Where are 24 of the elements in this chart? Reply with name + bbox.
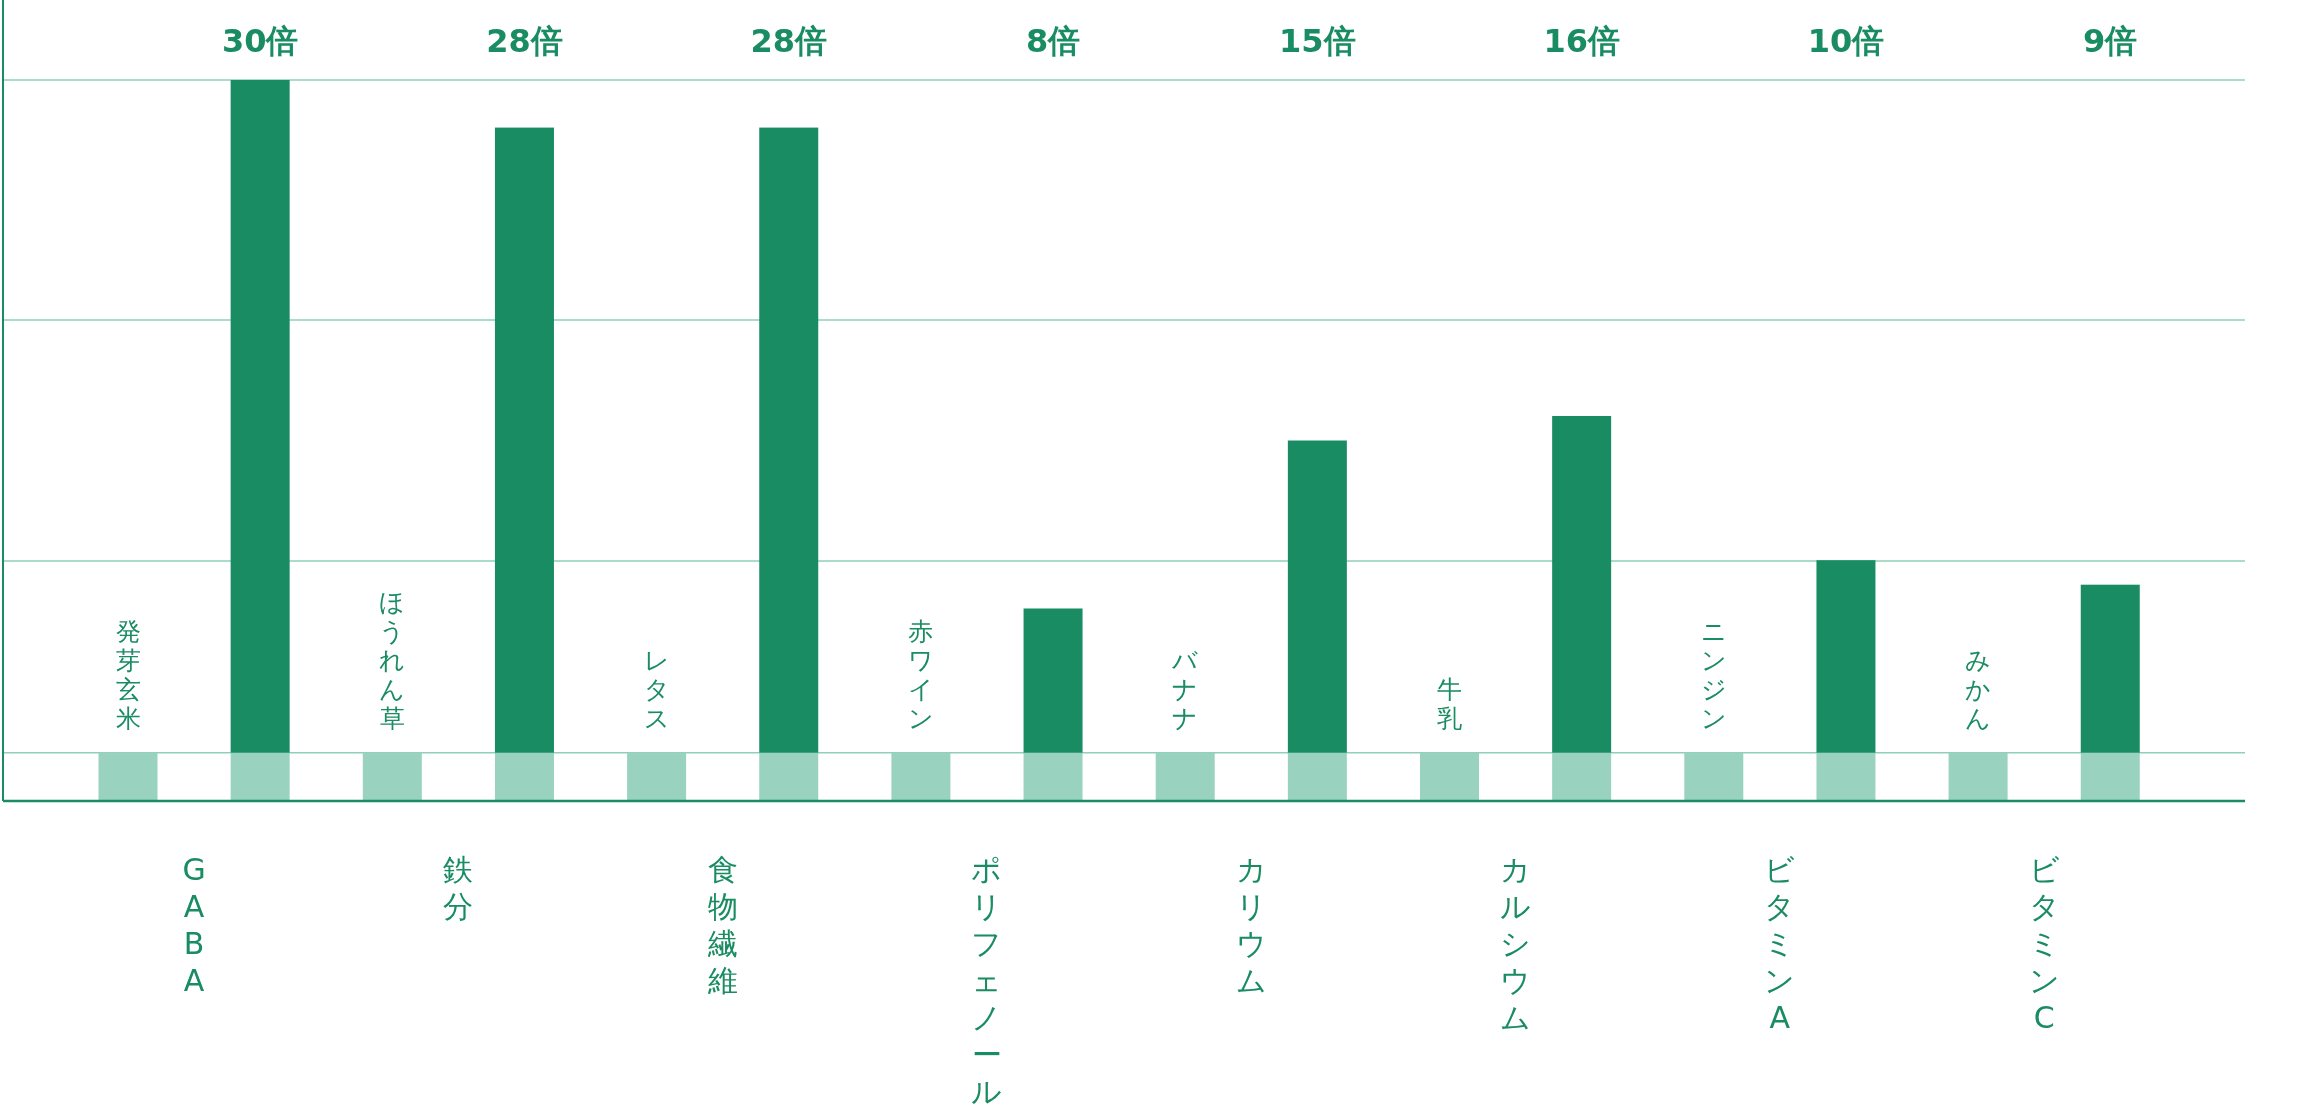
annotation: みかん: [1965, 645, 1992, 733]
x-tick-label: 鉄分: [443, 852, 474, 924]
annotation: レタス: [643, 645, 670, 733]
x-tick-label: ビタミンA: [1764, 852, 1796, 1035]
text: 16倍: [1543, 22, 1620, 60]
text: 15倍: [1279, 22, 1356, 60]
annotation: 発芽玄米: [115, 616, 141, 733]
x-tick-label: カルシウム: [1500, 852, 1532, 1035]
text: 8倍: [1025, 22, 1081, 60]
x-tick-label: ポリフェノール: [971, 852, 1003, 1109]
text: 28倍: [486, 22, 563, 60]
annotation: 牛乳: [1437, 674, 1462, 733]
text: 10倍: [1807, 22, 1885, 60]
annotation: ほうれん草: [379, 587, 406, 733]
text: 9倍: [2083, 22, 2138, 60]
annotation: バナナ: [1171, 645, 1199, 733]
text: 30倍: [221, 22, 299, 60]
text: 28倍: [750, 22, 828, 60]
x-tick-label: GABA: [182, 852, 206, 998]
annotation: ニンジン: [1700, 616, 1727, 733]
annotation: 赤ワイン: [907, 616, 934, 733]
x-tick-label: ビタミンC: [2028, 852, 2060, 1035]
x-tick-label: 食物繊維: [706, 852, 738, 998]
x-tick-label: カリウム: [1235, 852, 1267, 998]
